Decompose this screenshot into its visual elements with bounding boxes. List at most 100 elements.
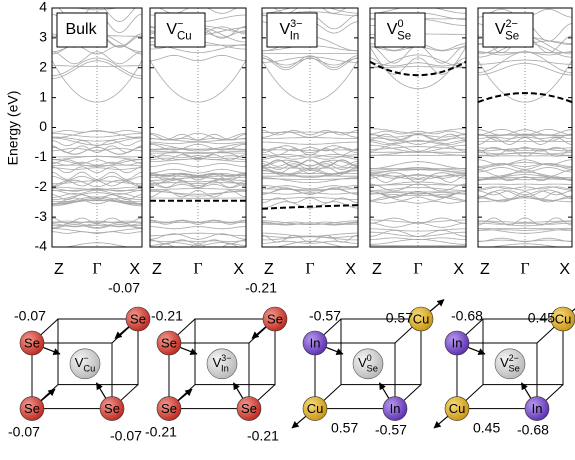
band-line [150,241,246,242]
band-line [370,201,466,203]
band-line [370,135,466,137]
k-point-label: Γ [92,261,101,278]
band-line [370,6,466,14]
atom-charge: -0.07 [14,308,46,324]
k-point-label: X [233,261,244,278]
displacement-arrow [468,347,485,354]
displacement-arrow [41,389,55,401]
k-point-label: Z [152,261,162,278]
k-point-label: Γ [413,261,422,278]
vacancy-label-sup: 0 [367,353,372,363]
atom-label: Cu [413,311,430,326]
vacancy-label-sub: In [221,364,229,374]
y-tick-label: 0 [39,118,47,134]
panel-label-sup: 2− [505,18,517,30]
y-tick-label: 1 [39,88,47,104]
panel-label-sup: − [177,18,183,30]
band-line [262,178,358,183]
band-line [370,232,466,236]
atom-charge: -0.21 [247,427,279,443]
k-point-label: X [129,261,140,278]
band-line [150,164,246,167]
atom-label: Se [161,335,177,350]
displacement-arrow [115,327,129,339]
k-point-label: X [345,261,356,278]
k-point-label: X [559,261,570,278]
atom-label: Se [24,401,40,416]
cube-face [483,319,563,385]
panel-label-sup: 0 [397,18,403,30]
defect-level [478,93,572,102]
band-line [52,5,142,10]
displacement-arrow [292,416,306,428]
atom-label: Se [267,311,283,326]
vacancy-label-sub: Se [508,364,519,374]
k-point-label: Γ [193,261,202,278]
displacement-arrow [97,383,106,398]
band-line [370,175,466,176]
atom-label: Se [241,401,257,416]
panel-label-base: Bulk [65,21,97,38]
atom-label: Cu [307,401,324,416]
atom-label: In [532,401,543,416]
band-line [150,169,246,173]
atom-charge: 0.57 [331,419,358,435]
displacement-arrow [430,300,444,312]
panel-label-sub: In [290,31,300,43]
atom-label: Se [161,401,177,416]
band-line [370,185,466,186]
atom-label: Se [24,335,40,350]
y-tick-label: 2 [39,58,47,74]
panel-label-sup: 3− [290,18,302,30]
k-point-label: Γ [305,261,314,278]
figure: Energy (eV) -4-3-2-101234BulkZΓXV−CuZΓXV… [0,0,575,455]
displacement-arrow [180,347,197,354]
y-tick-label: -3 [35,208,48,224]
vacancy-label-sub: Se [366,364,377,374]
atom-charge: -0.21 [245,280,277,296]
displacement-arrow [234,383,243,398]
cube-face [341,319,421,385]
y-axis-label: Energy (eV) [5,91,21,166]
atom-charge: -0.68 [451,308,483,324]
y-tick-label: -4 [35,238,48,254]
y-tick-label: 3 [39,29,47,45]
atom-charge: -0.57 [375,421,407,437]
panel-label-sub: Se [397,31,411,43]
atom-label: In [452,335,463,350]
atom-charge: -0.07 [108,280,140,296]
band-line [478,229,572,233]
displacement-arrow [178,389,192,401]
atom-charge: -0.21 [145,423,177,439]
y-tick-label: -1 [35,148,48,164]
atom-charge: -0.21 [151,308,183,324]
atom-charge: -0.68 [517,421,549,437]
displacement-arrow [522,383,531,398]
y-tick-label: 4 [39,0,47,15]
atom-label: Cu [555,311,572,326]
atom-label: Cu [449,401,466,416]
k-point-label: X [453,261,464,278]
atom-charge: 0.45 [473,419,500,435]
k-point-label: Γ [520,261,529,278]
atom-charge: -0.07 [8,423,40,439]
band-line [370,239,466,244]
atom-label: In [390,401,401,416]
k-point-label: Z [480,261,490,278]
atom-label: Se [104,401,120,416]
band-line [150,5,246,13]
panel-label-base: V [166,21,177,38]
displacement-arrow [252,327,266,339]
vacancy-label-sup: 3− [221,353,231,363]
displacement-arrow [326,347,343,354]
band-line [370,145,466,151]
band-line [478,240,572,241]
band-line [52,61,142,79]
k-point-label: Z [54,261,64,278]
band-line [370,223,466,227]
atom-charge: -0.07 [110,427,142,443]
displacement-arrow [43,347,60,354]
atom-charge: 0.57 [386,310,413,326]
vacancy-label-sup: − [83,353,88,363]
vacancy-label-sub: Cu [83,364,95,374]
